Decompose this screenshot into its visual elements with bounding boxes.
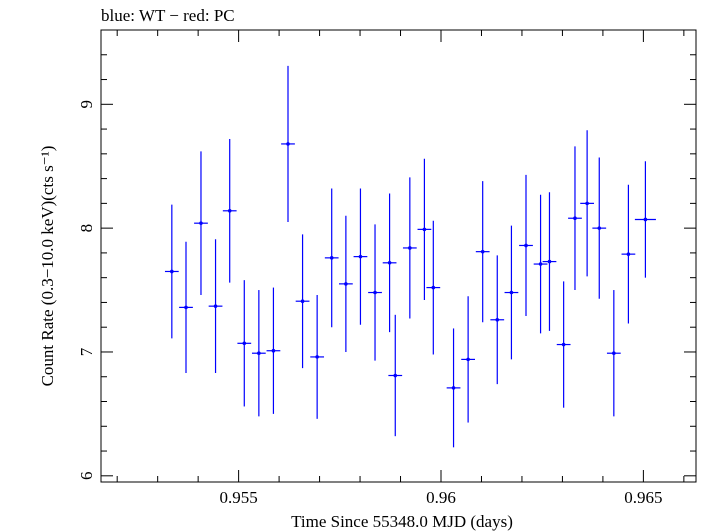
point-marker xyxy=(547,259,552,264)
point-marker xyxy=(271,348,276,353)
point-marker xyxy=(524,243,528,248)
point-marker xyxy=(199,221,203,225)
data-point xyxy=(208,239,223,374)
point-marker xyxy=(466,357,470,362)
point-marker xyxy=(561,342,566,347)
point-marker xyxy=(585,201,589,206)
point-marker xyxy=(300,299,305,304)
point-marker xyxy=(626,252,631,256)
point-marker xyxy=(393,373,398,378)
y-tick-label: 7 xyxy=(77,347,96,356)
data-point xyxy=(490,255,505,385)
point-marker xyxy=(643,217,648,222)
data-points xyxy=(164,65,656,448)
plot-axes: 0.955 0.96 0.965 6 7 8 9 xyxy=(77,29,697,507)
data-point xyxy=(251,290,266,417)
data-point xyxy=(426,220,441,355)
point-marker xyxy=(480,249,485,254)
point-marker xyxy=(170,269,174,274)
y-tick-label: 9 xyxy=(77,100,96,109)
data-point xyxy=(324,188,339,328)
point-marker xyxy=(344,282,348,286)
data-point xyxy=(266,287,281,414)
data-point xyxy=(556,281,571,408)
x-tick-label: 0.96 xyxy=(426,488,456,507)
y-tick-label: 8 xyxy=(77,224,96,233)
x-axis-label: Time Since 55348.0 MJD (days) xyxy=(291,512,513,531)
data-point xyxy=(417,158,432,300)
data-point xyxy=(353,188,368,325)
point-marker xyxy=(509,290,514,295)
data-point xyxy=(542,192,557,331)
point-marker xyxy=(597,226,602,230)
point-marker xyxy=(213,304,218,308)
point-marker xyxy=(257,351,261,356)
point-marker xyxy=(286,142,290,146)
data-point xyxy=(388,314,403,437)
plot-frame xyxy=(100,29,697,483)
data-point xyxy=(461,296,475,423)
data-point xyxy=(446,328,461,448)
point-marker xyxy=(612,351,616,356)
point-marker xyxy=(373,290,377,295)
point-marker xyxy=(538,262,543,266)
data-point xyxy=(580,130,594,277)
data-point xyxy=(179,241,193,374)
data-point xyxy=(606,290,621,417)
data-point xyxy=(222,138,237,283)
data-point xyxy=(237,280,252,407)
y-axis-label: Count Rate (0.3−10.0 keV)(cts s⁻¹) xyxy=(38,146,57,387)
point-marker xyxy=(358,254,363,259)
point-marker xyxy=(422,227,427,232)
point-marker xyxy=(431,285,436,290)
data-point xyxy=(504,225,519,360)
data-point xyxy=(295,234,310,369)
point-marker xyxy=(451,386,456,390)
point-marker xyxy=(387,261,392,265)
data-point xyxy=(519,174,533,317)
data-point xyxy=(339,215,353,352)
point-marker xyxy=(184,305,188,310)
data-point xyxy=(310,295,325,419)
data-point xyxy=(368,224,382,361)
data-point xyxy=(402,177,417,319)
data-point xyxy=(568,146,582,291)
data-point xyxy=(621,184,636,324)
data-point xyxy=(592,157,607,299)
point-marker xyxy=(408,246,412,250)
data-point xyxy=(164,204,179,339)
x-tick-label: 0.955 xyxy=(219,488,257,507)
data-point xyxy=(194,151,208,296)
point-marker xyxy=(315,355,319,359)
point-marker xyxy=(227,209,232,213)
point-marker xyxy=(329,256,334,260)
data-point xyxy=(634,161,656,278)
point-marker xyxy=(495,317,500,322)
x-tick-label: 0.965 xyxy=(624,488,662,507)
data-point xyxy=(281,65,295,222)
point-marker xyxy=(242,341,247,346)
y-tick-label: 6 xyxy=(77,472,96,481)
data-point xyxy=(533,194,548,334)
point-marker xyxy=(573,216,577,221)
data-point xyxy=(475,181,490,323)
data-point xyxy=(382,193,397,333)
chart-title: blue: WT − red: PC xyxy=(101,6,235,25)
